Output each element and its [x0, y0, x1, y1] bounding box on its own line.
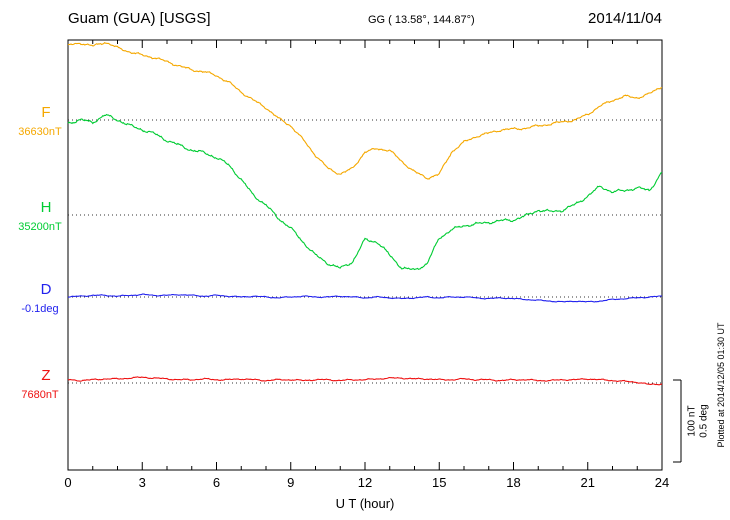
x-tick-label: 3: [139, 475, 146, 490]
trace-Z: [67, 376, 663, 386]
x-tick-label: 24: [655, 475, 669, 490]
x-tick-label: 15: [432, 475, 446, 490]
series-baseline-label-Z: 7680nT: [21, 389, 59, 401]
series-letter-Z: Z: [41, 367, 50, 384]
series-letter-D: D: [41, 281, 52, 298]
series-baseline-label-F: 36630nT: [18, 126, 62, 138]
plot-frame: [67, 39, 663, 471]
series-letter-F: F: [41, 104, 50, 121]
series-baseline-label-H: 35200nT: [18, 221, 62, 233]
x-axis-label: U T (hour): [335, 496, 395, 511]
scalebar-deg-label: 0.5 deg: [698, 404, 710, 438]
x-tick-label: 12: [358, 475, 372, 490]
x-tick-label: 0: [64, 475, 71, 490]
scalebar-nt-label: 100 nT: [686, 405, 698, 437]
geographic-coordinates: GG ( 13.58°, 144.87°): [368, 14, 475, 26]
station-title: Guam (GUA) [USGS]: [68, 10, 211, 27]
plot-date: 2014/11/04: [588, 10, 662, 27]
series-baseline-label-D: -0.1deg: [21, 303, 58, 315]
x-tick-label: 21: [581, 475, 595, 490]
x-tick-label: 18: [506, 475, 520, 490]
x-tick-label: 9: [287, 475, 294, 490]
x-tick-label: 6: [213, 475, 220, 490]
series-letter-H: H: [41, 199, 52, 216]
plotted-at-note: Plotted at 2014/12/05 01:30 UT: [716, 322, 726, 448]
trace-H: [67, 113, 663, 271]
trace-D: [67, 293, 663, 303]
trace-F: [67, 42, 663, 180]
